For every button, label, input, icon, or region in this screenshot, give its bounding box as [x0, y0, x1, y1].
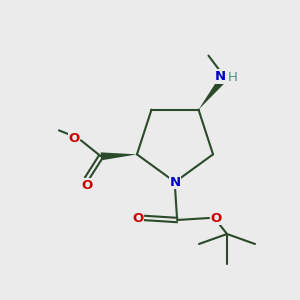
Text: N: N [215, 70, 226, 83]
Text: O: O [132, 212, 144, 224]
Text: O: O [68, 132, 80, 145]
Text: H: H [228, 71, 237, 84]
Text: N: N [169, 176, 181, 188]
Text: O: O [81, 179, 93, 192]
Polygon shape [101, 152, 137, 160]
Polygon shape [199, 77, 226, 110]
Text: O: O [210, 212, 222, 224]
